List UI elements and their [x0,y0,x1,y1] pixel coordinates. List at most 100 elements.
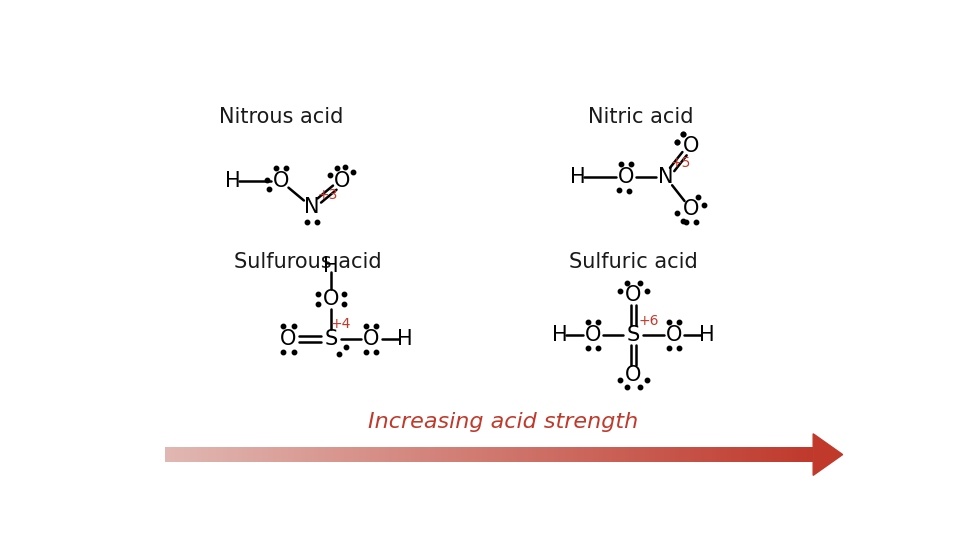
Bar [580,447,582,462]
Text: O: O [585,325,602,345]
Bar [385,447,387,462]
Bar [331,447,333,462]
Bar [201,447,204,462]
Bar [767,447,770,462]
Bar [474,447,476,462]
Bar [284,447,286,462]
Bar [662,447,664,462]
Bar [316,447,318,462]
Bar [710,447,712,462]
Bar [277,447,279,462]
Bar [270,447,273,462]
Bar [504,447,506,462]
Bar [802,447,804,462]
Bar [563,447,565,462]
Bar [781,447,783,462]
Bar [458,447,461,462]
Bar [597,447,599,462]
Bar [595,447,597,462]
Bar [435,447,437,462]
Bar [307,447,309,462]
Bar [493,447,495,462]
Bar [419,447,422,462]
Bar [216,447,218,462]
Bar [591,447,593,462]
Bar [213,447,214,462]
Bar [485,447,487,462]
Bar [268,447,270,462]
Bar [234,447,236,462]
Bar [446,447,448,462]
Bar [403,447,405,462]
Bar [602,447,604,462]
Bar [701,447,703,462]
Bar [364,447,366,462]
Bar [623,447,625,462]
Bar [575,447,577,462]
Bar [646,447,648,462]
Bar [657,447,660,462]
Bar [644,447,646,462]
Bar [651,447,653,462]
Bar [751,447,753,462]
Bar [169,447,171,462]
Bar [796,447,799,462]
Text: H: H [397,329,412,349]
Bar [409,447,411,462]
Bar [448,447,449,462]
Bar [491,447,493,462]
Bar [197,447,199,462]
Bar [757,447,760,462]
Bar [337,447,339,462]
Text: H: H [552,325,567,345]
Bar [394,447,396,462]
Bar [442,447,444,462]
Bar [305,447,307,462]
Bar [588,447,591,462]
Bar [604,447,605,462]
Bar [577,447,580,462]
Bar [538,447,541,462]
Bar [449,447,452,462]
Bar [342,447,344,462]
Bar [199,447,201,462]
Bar [327,447,329,462]
Bar [664,447,666,462]
Bar [660,447,662,462]
Bar [461,447,463,462]
Bar [643,447,644,462]
Bar [522,447,524,462]
Bar [792,447,794,462]
Bar [245,447,247,462]
Bar [257,447,259,462]
Text: S: S [627,325,640,345]
Bar [586,447,588,462]
Bar [772,447,774,462]
Text: +5: +5 [671,156,691,170]
Bar [176,447,177,462]
Bar [400,447,403,462]
Text: O: O [323,289,339,309]
Bar [527,447,530,462]
Bar [325,447,327,462]
Bar [731,447,733,462]
Bar [320,447,323,462]
Bar [456,447,458,462]
Bar [671,447,673,462]
Bar [534,447,536,462]
Bar [755,447,757,462]
Bar [355,447,357,462]
Bar [243,447,245,462]
Bar [627,447,630,462]
Text: Sulfuric acid: Sulfuric acid [569,252,698,272]
Bar [188,447,190,462]
Bar [165,447,167,462]
Bar [740,447,742,462]
Bar [683,447,685,462]
Bar [266,447,268,462]
Bar [543,447,545,462]
Bar [333,447,335,462]
Bar [208,447,210,462]
Bar [223,447,225,462]
Bar [636,447,638,462]
